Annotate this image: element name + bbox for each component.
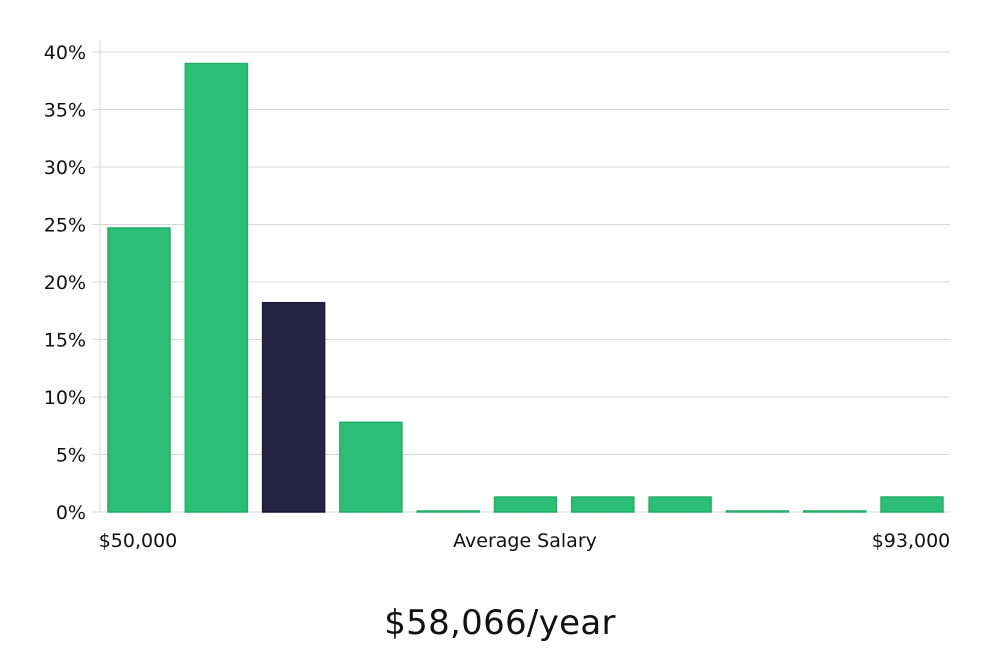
y-tick-label-20: 20% xyxy=(44,272,86,294)
labels-layer: $50,000 Average Salary $93,000 xyxy=(99,530,951,552)
bars-layer xyxy=(107,62,944,513)
bar-5 xyxy=(416,510,480,513)
y-tick-label-40: 40% xyxy=(44,42,86,64)
bar-1 xyxy=(107,227,171,513)
y-tick-label-10: 10% xyxy=(44,387,86,409)
bar-8 xyxy=(648,496,712,513)
bar-9 xyxy=(725,510,790,513)
bar-2 xyxy=(184,62,249,513)
y-tick-label-0: 0% xyxy=(56,502,86,524)
bar-6 xyxy=(493,496,558,513)
y-tick-label-25: 25% xyxy=(44,215,86,237)
x-min-label: $50,000 xyxy=(99,530,178,552)
bar-10 xyxy=(802,510,867,513)
y-tick-label-5: 5% xyxy=(56,445,86,467)
bar-11 xyxy=(880,496,944,513)
bar-7 xyxy=(571,496,635,513)
bar-3 xyxy=(261,301,326,513)
axis-layer: 0% 5% 10% 15% 20% 25% 30% 35% 40% xyxy=(44,40,101,524)
y-tick-label-35: 35% xyxy=(44,100,86,122)
y-tick-label-15: 15% xyxy=(44,330,86,352)
average-salary-summary: $58,066/year xyxy=(384,603,616,643)
x-max-label: $93,000 xyxy=(872,530,951,552)
x-axis-label: Average Salary xyxy=(453,530,597,552)
bar-4 xyxy=(339,421,403,513)
y-tick-label-30: 30% xyxy=(44,157,86,179)
